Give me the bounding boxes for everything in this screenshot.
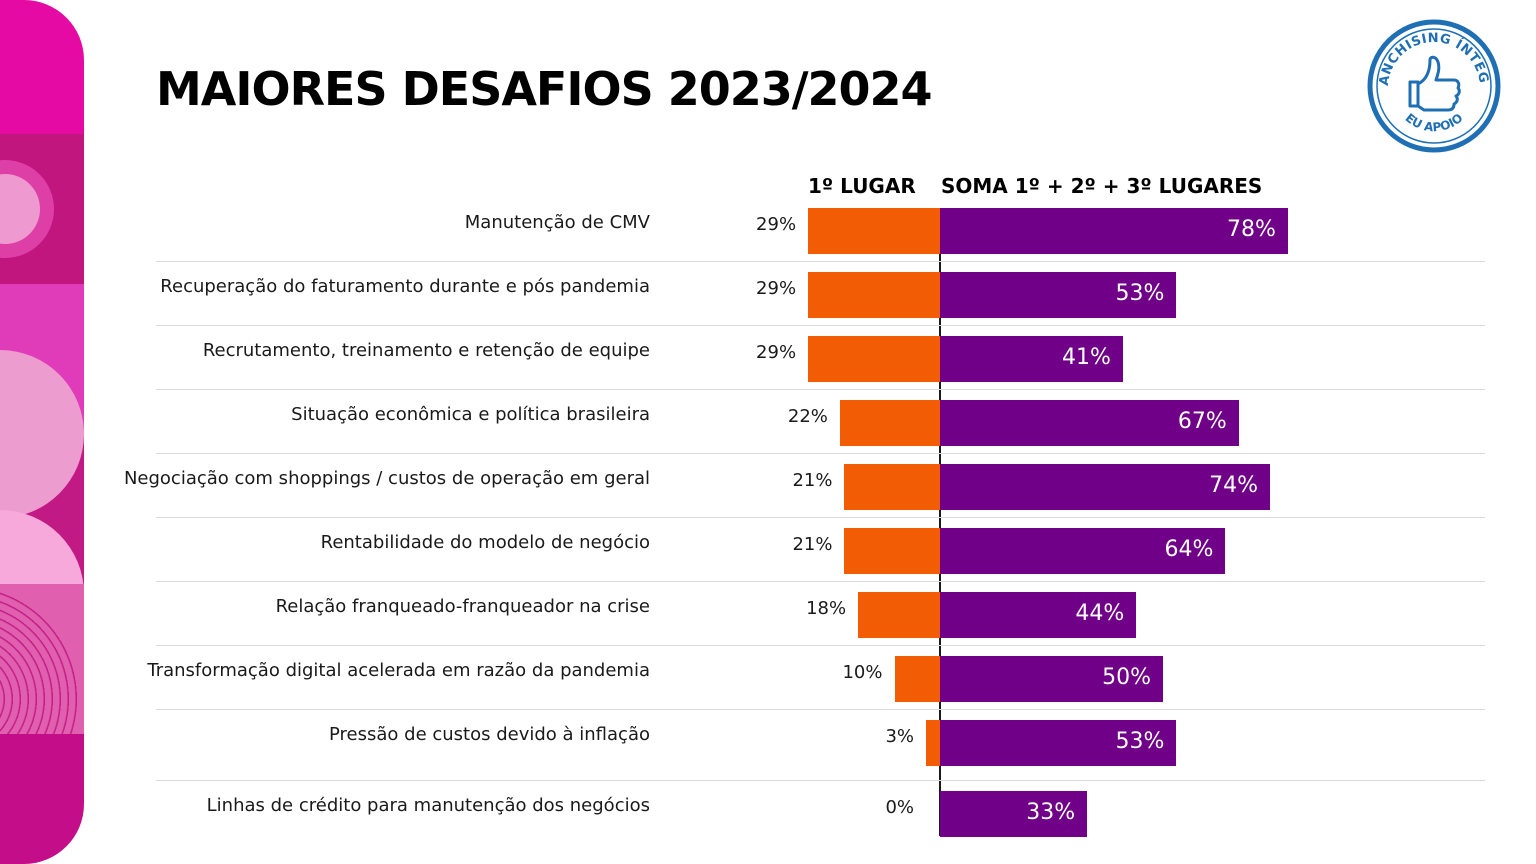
row-separator [156, 389, 1485, 390]
bar-sum-places [940, 592, 1137, 638]
sum-places-value-label: 67% [1177, 409, 1227, 434]
svg-text:EU APOIO: EU APOIO [1403, 111, 1466, 135]
sum-places-value-label: 53% [1115, 729, 1165, 754]
page-title: MAIORES DESAFIOS 2023/2024 [156, 62, 933, 116]
sum-places-value-label: 74% [1209, 473, 1259, 498]
bar-first-place [926, 720, 940, 766]
bar-first-place [808, 208, 940, 254]
category-label: Rentabilidade do modelo de negócio [320, 532, 650, 553]
row-separator [156, 325, 1485, 326]
row-separator [156, 261, 1485, 262]
sum-places-value-label: 64% [1164, 537, 1214, 562]
bar-sum-places [940, 720, 1177, 766]
bar-sum-places [940, 464, 1271, 510]
row-separator [156, 453, 1485, 454]
first-place-value-label: 3% [885, 726, 914, 747]
category-label: Negociação com shoppings / custos de ope… [123, 468, 650, 489]
first-place-value-label: 21% [792, 470, 833, 491]
bar-first-place [808, 336, 940, 382]
category-label: Pressão de custos devido à inflação [329, 724, 650, 745]
bar-sum-places [940, 272, 1177, 318]
bar-sum-places [940, 208, 1288, 254]
bar-sum-places [940, 528, 1226, 574]
decorative-side-band [0, 0, 84, 864]
first-place-value-label: 0% [885, 797, 914, 818]
first-place-value-label: 29% [756, 278, 797, 299]
bar-sum-places [940, 656, 1163, 702]
first-place-value-label: 29% [756, 342, 797, 363]
category-label: Recuperação do faturamento durante e pós… [160, 276, 650, 297]
sum-places-value-label: 33% [1026, 800, 1076, 825]
sum-places-value-label: 44% [1075, 601, 1125, 626]
thumbs-up-icon [1408, 55, 1461, 112]
category-label: Situação econômica e política brasileira [291, 404, 650, 425]
first-place-value-label: 29% [756, 214, 797, 235]
category-label: Relação franqueado-franqueador na crise [275, 596, 650, 617]
legend-first-place: 1º LUGAR [808, 174, 916, 198]
category-label: Manutenção de CMV [464, 212, 650, 233]
bar-sum-places [940, 400, 1239, 446]
row-separator [156, 709, 1485, 710]
bar-sum-places [940, 791, 1088, 837]
sum-places-value-label: 53% [1115, 281, 1165, 306]
franchising-integro-seal: FRANCHISING ÍNTEGRO EU APOIO [1366, 16, 1501, 153]
first-place-value-label: 21% [792, 534, 833, 555]
row-separator [156, 780, 1485, 781]
bar-first-place [858, 592, 940, 638]
sum-places-value-label: 78% [1226, 217, 1276, 242]
bar-first-place [844, 464, 940, 510]
chart-center-axis [939, 208, 941, 836]
bar-first-place [894, 656, 940, 702]
row-separator [156, 645, 1485, 646]
bar-first-place [844, 528, 940, 574]
legend-sum-places: SOMA 1º + 2º + 3º LUGARES [941, 174, 1263, 198]
sum-places-value-label: 41% [1061, 345, 1111, 370]
first-place-value-label: 22% [787, 406, 828, 427]
category-label: Linhas de crédito para manutenção dos ne… [206, 795, 650, 816]
first-place-value-label: 10% [842, 662, 883, 683]
bar-first-place [808, 272, 940, 318]
bar-sum-places [940, 336, 1123, 382]
category-label: Transformação digital acelerada em razão… [147, 660, 650, 681]
bar-first-place [839, 400, 940, 446]
row-separator [156, 581, 1485, 582]
first-place-value-label: 18% [806, 598, 847, 619]
category-label: Recrutamento, treinamento e retenção de … [202, 340, 650, 361]
row-separator [156, 517, 1485, 518]
sum-places-value-label: 50% [1102, 665, 1151, 690]
